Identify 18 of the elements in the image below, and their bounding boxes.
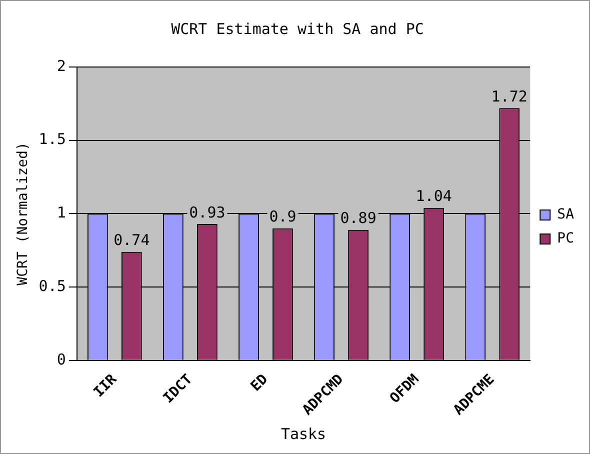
y-tick-label: 2 xyxy=(56,56,66,75)
x-tick-label: IIR xyxy=(90,370,120,401)
y-tick-label: 1.5 xyxy=(38,130,66,148)
legend-label: PC xyxy=(557,230,574,247)
data-label: 0.74 xyxy=(114,231,150,250)
legend-label: SA xyxy=(557,206,575,223)
x-tick-label: ED xyxy=(248,371,272,395)
y-tick-label: 0.5 xyxy=(38,276,66,295)
data-label: 1.04 xyxy=(416,187,452,206)
x-axis-title: Tasks xyxy=(280,424,326,443)
y-tick-label: 0 xyxy=(56,350,66,368)
data-label: 1.72 xyxy=(491,87,528,106)
y-tick-label: 1 xyxy=(56,204,66,222)
data-label: 0.9 xyxy=(269,208,296,226)
y-axis-title: WCRT (Normalized) xyxy=(15,142,32,286)
data-label: 0.93 xyxy=(189,203,226,222)
chart-title: WCRT Estimate with SA and PC xyxy=(171,20,424,38)
data-label: 0.89 xyxy=(340,209,376,228)
